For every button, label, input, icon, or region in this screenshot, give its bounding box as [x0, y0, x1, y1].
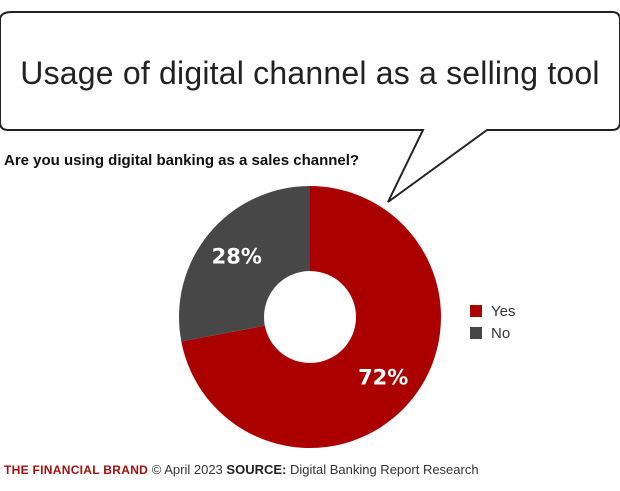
legend-label-no: No — [491, 324, 511, 342]
chart-legend: Yes No — [470, 300, 515, 344]
footer: THE FINANCIAL BRAND © April 2023 SOURCE:… — [4, 462, 479, 477]
chart-question: Are you using digital banking as a sales… — [4, 152, 360, 169]
slice-no — [179, 186, 310, 342]
copyright: © April 2023 — [151, 462, 223, 477]
data-label-yes: 72% — [358, 366, 408, 390]
data-label-no: 28% — [212, 244, 262, 268]
brand-logo-text: THE FINANCIAL BRAND — [4, 463, 149, 477]
legend-swatch-no — [470, 327, 482, 339]
legend-item-no: No — [470, 322, 515, 344]
legend-label-yes: Yes — [491, 302, 516, 320]
legend-swatch-yes — [470, 305, 482, 317]
source-text: Digital Banking Report Research — [289, 462, 479, 477]
source-label: SOURCE: — [226, 462, 287, 477]
legend-item-yes: Yes — [470, 300, 515, 322]
chart-title: Usage of digital channel as a selling to… — [20, 55, 600, 91]
slice-yes — [181, 186, 441, 449]
